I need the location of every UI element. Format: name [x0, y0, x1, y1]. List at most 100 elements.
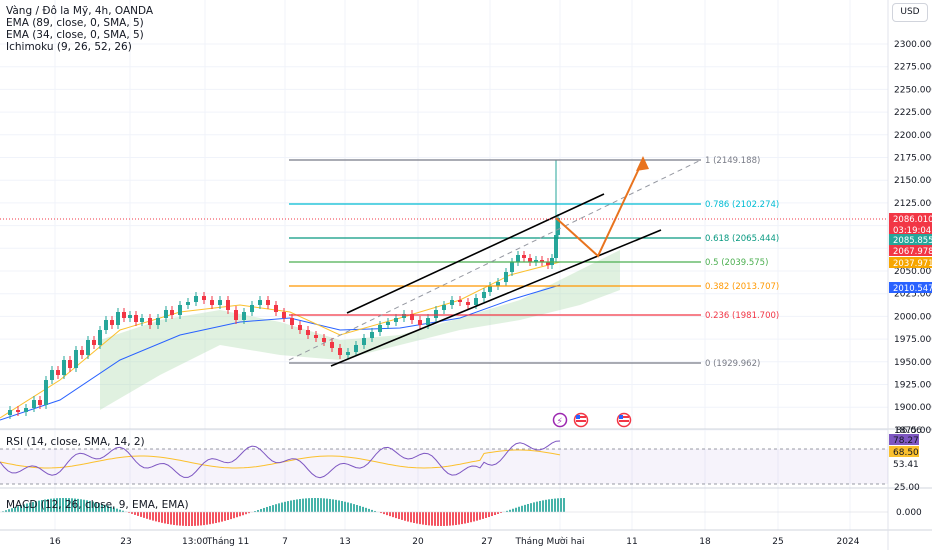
macd-bar — [299, 498, 301, 512]
channel-upper-line[interactable] — [346, 193, 605, 314]
currency-button[interactable]: USD — [892, 3, 928, 22]
macd-bar — [551, 498, 553, 512]
macd-bar — [302, 498, 304, 512]
projection-arrow[interactable] — [555, 159, 644, 258]
candle-body — [210, 300, 214, 305]
macd-bar — [428, 512, 430, 526]
indicator-ema-34[interactable]: EMA (34, close, 0, SMA, 5) — [6, 29, 144, 41]
macd-bar — [404, 512, 406, 521]
fib-level-label: 0 (1929.962) — [705, 359, 760, 369]
price-badge-label: 2010.547 — [893, 284, 932, 294]
channel-lower-line[interactable] — [330, 229, 662, 367]
candle-body — [80, 350, 84, 355]
candle-body — [24, 408, 28, 412]
macd-bar — [398, 512, 400, 520]
macd-legend[interactable]: MACD (12, 26, close, 9, EMA, EMA) — [6, 499, 189, 511]
macd-bar — [107, 505, 109, 512]
candle-body — [466, 302, 470, 305]
candle-body — [116, 312, 120, 325]
price-badge-label: 2086.010 — [893, 215, 932, 225]
price-badge — [889, 282, 932, 293]
macd-bar — [332, 499, 334, 512]
price-tick-label: 2050.000 — [894, 267, 932, 277]
event-icons[interactable]: ⚡ — [552, 412, 632, 428]
macd-bar — [263, 507, 265, 512]
macd-bar — [293, 499, 295, 512]
rsi-bottom-value: 25.00 — [894, 483, 920, 493]
candle-body — [298, 325, 302, 330]
macd-bar — [221, 512, 223, 522]
macd-bar — [191, 512, 193, 526]
fib-level-label: 0.382 (2013.707) — [705, 282, 779, 292]
macd-bar — [206, 512, 208, 525]
macd-bar — [155, 512, 157, 522]
macd-bar — [524, 504, 526, 512]
macd-bar — [443, 512, 445, 526]
macd-bar — [311, 498, 313, 512]
rsi-badge — [889, 434, 919, 445]
macd-bar — [14, 507, 16, 512]
macd-bar — [455, 512, 457, 526]
candle-body — [442, 305, 446, 310]
macd-bar — [170, 512, 172, 525]
candle-body — [62, 360, 66, 375]
candle-body — [370, 332, 374, 338]
fib-level-label: 0.236 (1981.700) — [705, 311, 779, 321]
indicator-ema-89[interactable]: EMA (89, close, 0, SMA, 5) — [6, 17, 144, 29]
macd-bar — [248, 512, 250, 514]
candle-body — [16, 410, 20, 412]
price-badge-label: 2085.855 — [893, 236, 932, 246]
time-tick-label: 7 — [282, 537, 288, 547]
flash-icon[interactable] — [552, 412, 568, 428]
macd-bar — [509, 509, 511, 512]
price-tick-label: 2275.000 — [894, 63, 932, 73]
price-tick-label: 2025.000 — [894, 290, 932, 300]
macd-bar — [506, 510, 508, 512]
candle-body — [32, 400, 36, 408]
macd-bar — [275, 504, 277, 512]
macd-bar — [269, 506, 271, 512]
candle-body — [516, 255, 520, 262]
macd-bar — [158, 512, 160, 523]
macd-bar — [176, 512, 178, 526]
channel-mid-line[interactable] — [288, 159, 702, 361]
macd-bar — [413, 512, 415, 523]
macd-bar — [245, 512, 247, 515]
candle-body — [402, 314, 406, 318]
macd-bar — [140, 512, 142, 517]
rsi-legend[interactable]: RSI (14, close, SMA, 14, 2) — [6, 436, 145, 448]
macd-bar — [344, 501, 346, 512]
macd-bar — [182, 512, 184, 526]
macd-bar — [296, 499, 298, 512]
macd-bar — [128, 512, 130, 513]
time-tick-label: 13:00 — [182, 537, 208, 547]
macd-bar — [20, 505, 22, 512]
candle-body — [434, 310, 438, 318]
macd-bar — [320, 498, 322, 512]
macd-bar — [527, 503, 529, 512]
macd-bar — [368, 508, 370, 512]
macd-bar — [164, 512, 166, 524]
fib-level-label: 0.786 (2102.274) — [705, 200, 779, 210]
fibonacci-retracement[interactable]: 1 (2149.188) 0.786 (2102.274) 0.618 (2065.… — [289, 156, 779, 369]
candle-body — [148, 318, 152, 325]
candle-body — [450, 300, 454, 305]
projection-arrowhead — [636, 156, 649, 171]
candle-body — [522, 255, 526, 258]
macd-bar — [464, 512, 466, 524]
macd-bar — [47, 499, 49, 512]
macd-bar — [350, 503, 352, 512]
macd-bar — [173, 512, 175, 525]
macd-bar — [44, 499, 46, 512]
indicator-ichimoku[interactable]: Ichimoku (9, 26, 52, 26) — [6, 41, 132, 53]
candle-body — [504, 272, 508, 282]
candle-body — [194, 296, 198, 302]
macd-bar — [536, 501, 538, 512]
macd-bar — [305, 498, 307, 512]
time-tick-label: 27 — [481, 537, 492, 547]
symbol-title[interactable]: Vàng / Đô la Mỹ, 4h, OANDA — [6, 5, 154, 17]
